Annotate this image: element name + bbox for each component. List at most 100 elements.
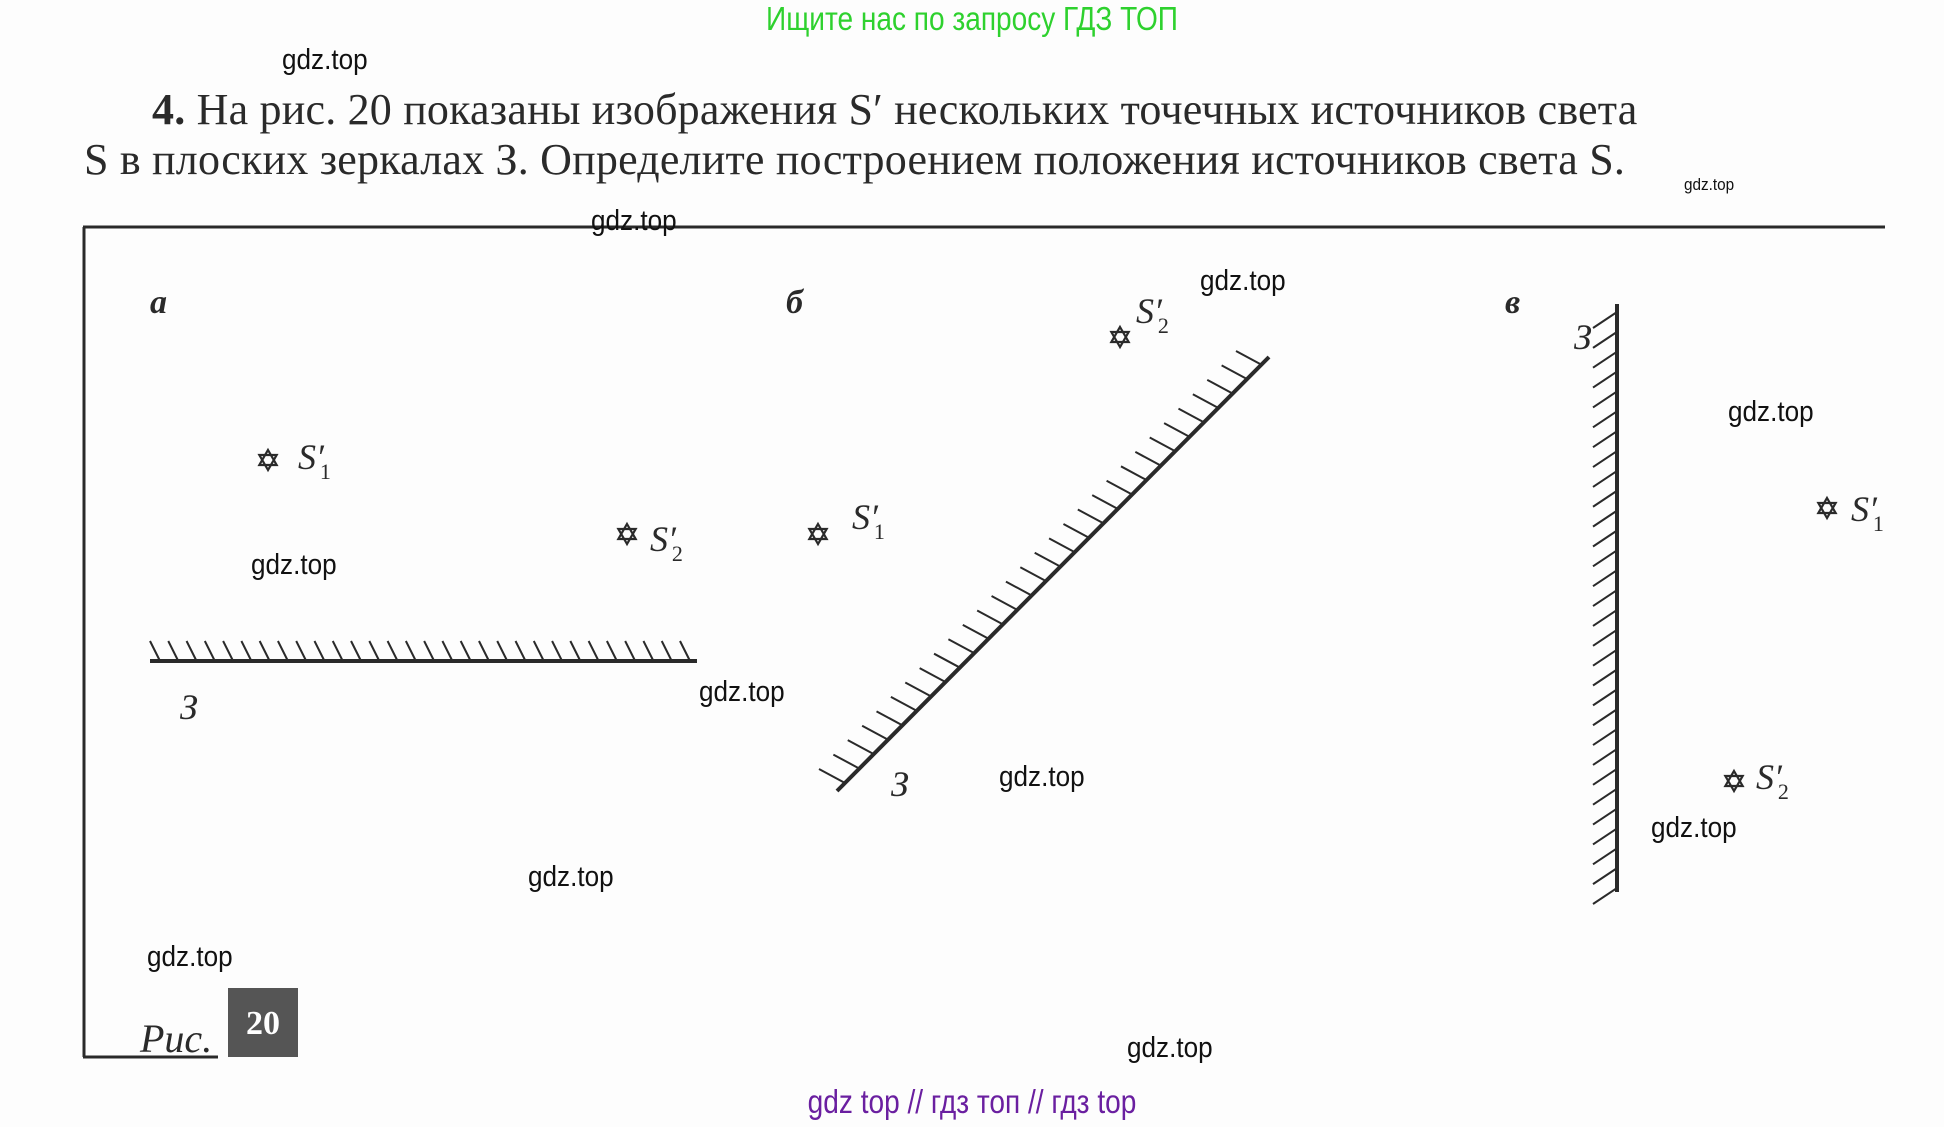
mirror-a-hatch bbox=[569, 640, 582, 662]
panel-label-b: б bbox=[786, 284, 803, 321]
mirror-b-hatch bbox=[947, 638, 975, 655]
mirror-b-hatch bbox=[1077, 508, 1105, 525]
star-icon bbox=[616, 527, 638, 547]
image-a-s2: S′2 bbox=[650, 519, 683, 566]
mirror-b-hatch bbox=[1134, 451, 1162, 467]
watermark: gdz.top bbox=[1127, 1032, 1213, 1064]
mirror-b-hatch bbox=[1149, 436, 1177, 453]
mirror-c-hatch bbox=[1592, 767, 1618, 786]
mirror-b-hatch bbox=[1019, 566, 1047, 583]
mirror-c-hatch bbox=[1592, 787, 1618, 806]
mirror-b-hatch bbox=[919, 667, 947, 683]
mirror-c-hatch bbox=[1592, 648, 1618, 667]
mirror-b-hatch bbox=[976, 609, 1004, 626]
mirror-c-hatch bbox=[1592, 708, 1618, 727]
mirror-a-hatch bbox=[331, 640, 344, 662]
mirror-a-hatch bbox=[240, 640, 253, 662]
watermark: gdz.top bbox=[699, 676, 785, 708]
mirror-a-hatch bbox=[368, 640, 381, 662]
mirror-b-hatch bbox=[1206, 378, 1234, 395]
mirror-b-hatch bbox=[861, 724, 889, 741]
mirror-a-hatch bbox=[587, 640, 600, 662]
mirror-b-hatch bbox=[847, 739, 875, 756]
mirror-c-hatch bbox=[1592, 847, 1618, 866]
mirror-a-hatch bbox=[496, 640, 509, 662]
panel-label-c: в bbox=[1505, 284, 1521, 321]
star-icon bbox=[257, 453, 279, 473]
star-icon bbox=[1816, 495, 1838, 515]
star-icon bbox=[807, 527, 829, 547]
mirror-c-hatch bbox=[1592, 628, 1618, 647]
watermark: gdz.top bbox=[528, 861, 614, 893]
mirror-c-hatch bbox=[1592, 807, 1618, 826]
mirror-b-hatch bbox=[904, 681, 932, 698]
task-line-2: S в плоских зеркалах З. Определите постр… bbox=[84, 135, 1626, 184]
mirror-a-hatch bbox=[404, 640, 417, 662]
mirror-label-b: З bbox=[891, 764, 909, 804]
mirror-b-hatch bbox=[876, 710, 903, 727]
mirror-a-hatch bbox=[185, 640, 198, 662]
mirror-b-hatch bbox=[1178, 407, 1205, 424]
watermark: gdz.top bbox=[1200, 265, 1286, 297]
mirror-a-hatch bbox=[624, 640, 637, 662]
mirror-a-hatch bbox=[679, 640, 691, 662]
mirror-c-hatch bbox=[1592, 549, 1618, 568]
mirror-c-hatch bbox=[1592, 350, 1618, 369]
star-icon bbox=[1723, 768, 1745, 788]
mirror-a-hatch bbox=[441, 640, 454, 662]
mirror-a-hatch bbox=[386, 640, 399, 662]
mirror-c-hatch bbox=[1592, 450, 1618, 468]
mirror-a-hatch bbox=[258, 640, 271, 662]
mirror-a-hatch bbox=[313, 640, 326, 662]
mirror-b-hatch bbox=[1034, 551, 1062, 568]
figure-number: 20 bbox=[228, 988, 298, 1057]
mirror-c-hatch bbox=[1592, 410, 1618, 429]
mirror-b-hatch bbox=[1221, 364, 1249, 381]
watermark: gdz.top bbox=[282, 44, 368, 76]
watermark: gdz.top bbox=[1728, 396, 1814, 428]
mirror-c-hatch bbox=[1592, 827, 1618, 846]
mirror-a-hatch bbox=[277, 640, 289, 662]
watermark: gdz.top bbox=[999, 761, 1085, 793]
footer-links: gdz top // гдз топ // гдз top bbox=[807, 1083, 1137, 1120]
mirror-a-hatch bbox=[222, 640, 234, 662]
mirror-c-hatch bbox=[1592, 470, 1618, 488]
mirror-b-hatch bbox=[1106, 479, 1134, 496]
star-icon bbox=[807, 521, 829, 541]
watermark: gdz.top bbox=[1651, 812, 1737, 844]
search-hint-banner: Ищите нас по запросу ГДЗ ТОП bbox=[766, 0, 1178, 37]
mirror-c-hatch bbox=[1592, 489, 1618, 508]
mirror-c-hatch bbox=[1592, 668, 1618, 687]
image-a-s1: S′1 bbox=[298, 437, 331, 484]
mirror-b-hatch bbox=[1120, 465, 1148, 482]
image-c-s2: S′2 bbox=[1756, 757, 1789, 804]
mirror-b-hatch bbox=[1192, 393, 1220, 410]
mirror-a-hatch bbox=[478, 640, 490, 662]
mirror-c-hatch bbox=[1592, 370, 1618, 389]
task-number: 4. bbox=[152, 85, 186, 134]
mirror-b-hatch bbox=[1062, 523, 1090, 539]
mirror-b-hatch bbox=[991, 595, 1019, 611]
star-icon bbox=[257, 447, 279, 467]
mirror-a-hatch bbox=[551, 640, 563, 662]
mirror-a-hatch bbox=[606, 640, 618, 662]
mirror-b-hatch bbox=[1005, 580, 1033, 597]
mirror-c-hatch bbox=[1592, 509, 1618, 528]
mirror-b-hatch bbox=[1091, 494, 1119, 511]
mirror-b-hatch bbox=[1235, 350, 1263, 366]
mirror-b-hatch bbox=[933, 652, 961, 669]
mirror-c-hatch bbox=[1592, 529, 1618, 548]
mirror-c-hatch bbox=[1592, 748, 1618, 766]
mirror-b-hatch bbox=[1163, 422, 1191, 438]
mirror-a-hatch bbox=[167, 640, 180, 662]
star-icon bbox=[1723, 774, 1745, 794]
mirror-c-hatch bbox=[1592, 430, 1618, 449]
mirror-b-hatch bbox=[818, 768, 846, 784]
mirror-a-hatch bbox=[203, 640, 216, 662]
mirror-a-hatch bbox=[149, 640, 161, 662]
mirror-c-hatch bbox=[1592, 887, 1618, 905]
mirror-c-hatch bbox=[1592, 311, 1618, 329]
mirror-b-hatch bbox=[962, 623, 990, 640]
image-c-s1: S′1 bbox=[1851, 489, 1884, 536]
